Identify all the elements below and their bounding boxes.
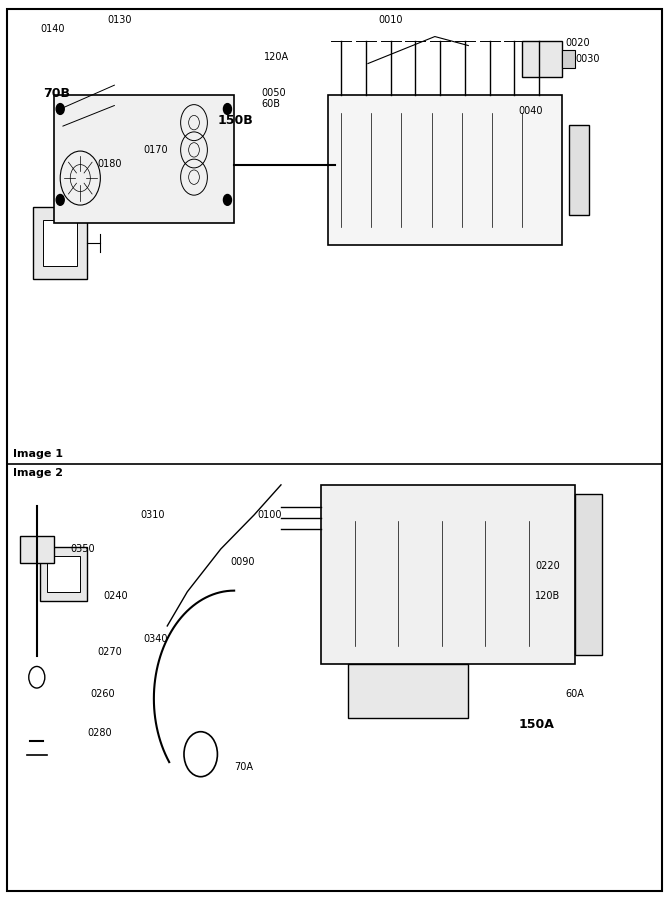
Bar: [575, 494, 602, 655]
Text: 0310: 0310: [140, 509, 165, 520]
Text: Image 2: Image 2: [13, 468, 64, 478]
Text: 0180: 0180: [97, 158, 122, 168]
Bar: [328, 95, 562, 246]
Circle shape: [56, 194, 64, 205]
Text: 0130: 0130: [107, 15, 132, 25]
Bar: [348, 664, 468, 718]
Text: 0240: 0240: [104, 591, 128, 601]
Bar: [47, 556, 80, 592]
Bar: [33, 207, 87, 279]
Bar: [40, 547, 87, 601]
Text: 0010: 0010: [378, 15, 403, 25]
Text: 0030: 0030: [575, 54, 600, 64]
Text: 70B: 70B: [43, 86, 70, 100]
Bar: [43, 220, 77, 266]
Text: 0090: 0090: [231, 557, 256, 567]
Bar: [20, 536, 54, 562]
Text: 120B: 120B: [535, 591, 561, 601]
Text: 70A: 70A: [234, 762, 253, 772]
Bar: [321, 485, 575, 664]
Text: 0270: 0270: [97, 646, 122, 657]
Text: 0040: 0040: [518, 106, 543, 116]
Text: 0100: 0100: [258, 509, 282, 520]
Text: Image 1: Image 1: [13, 449, 64, 459]
Text: 0050: 0050: [261, 88, 286, 98]
Text: 0170: 0170: [144, 145, 169, 155]
Bar: [569, 125, 589, 215]
Text: 60B: 60B: [261, 99, 280, 110]
Text: 150A: 150A: [518, 718, 555, 731]
Text: 120A: 120A: [264, 51, 290, 62]
Text: 0020: 0020: [565, 38, 590, 48]
Circle shape: [56, 104, 64, 114]
Text: 0140: 0140: [40, 24, 65, 34]
Circle shape: [223, 194, 231, 205]
Circle shape: [223, 104, 231, 114]
Bar: [522, 41, 562, 77]
Bar: [562, 50, 575, 68]
Bar: [54, 95, 234, 222]
Text: 0340: 0340: [144, 634, 169, 643]
Text: 150B: 150B: [217, 114, 253, 127]
Text: 0280: 0280: [87, 728, 112, 738]
Text: 0220: 0220: [535, 561, 560, 572]
Text: 0260: 0260: [90, 689, 115, 699]
Text: 0350: 0350: [70, 544, 95, 554]
Text: 60A: 60A: [565, 689, 584, 699]
